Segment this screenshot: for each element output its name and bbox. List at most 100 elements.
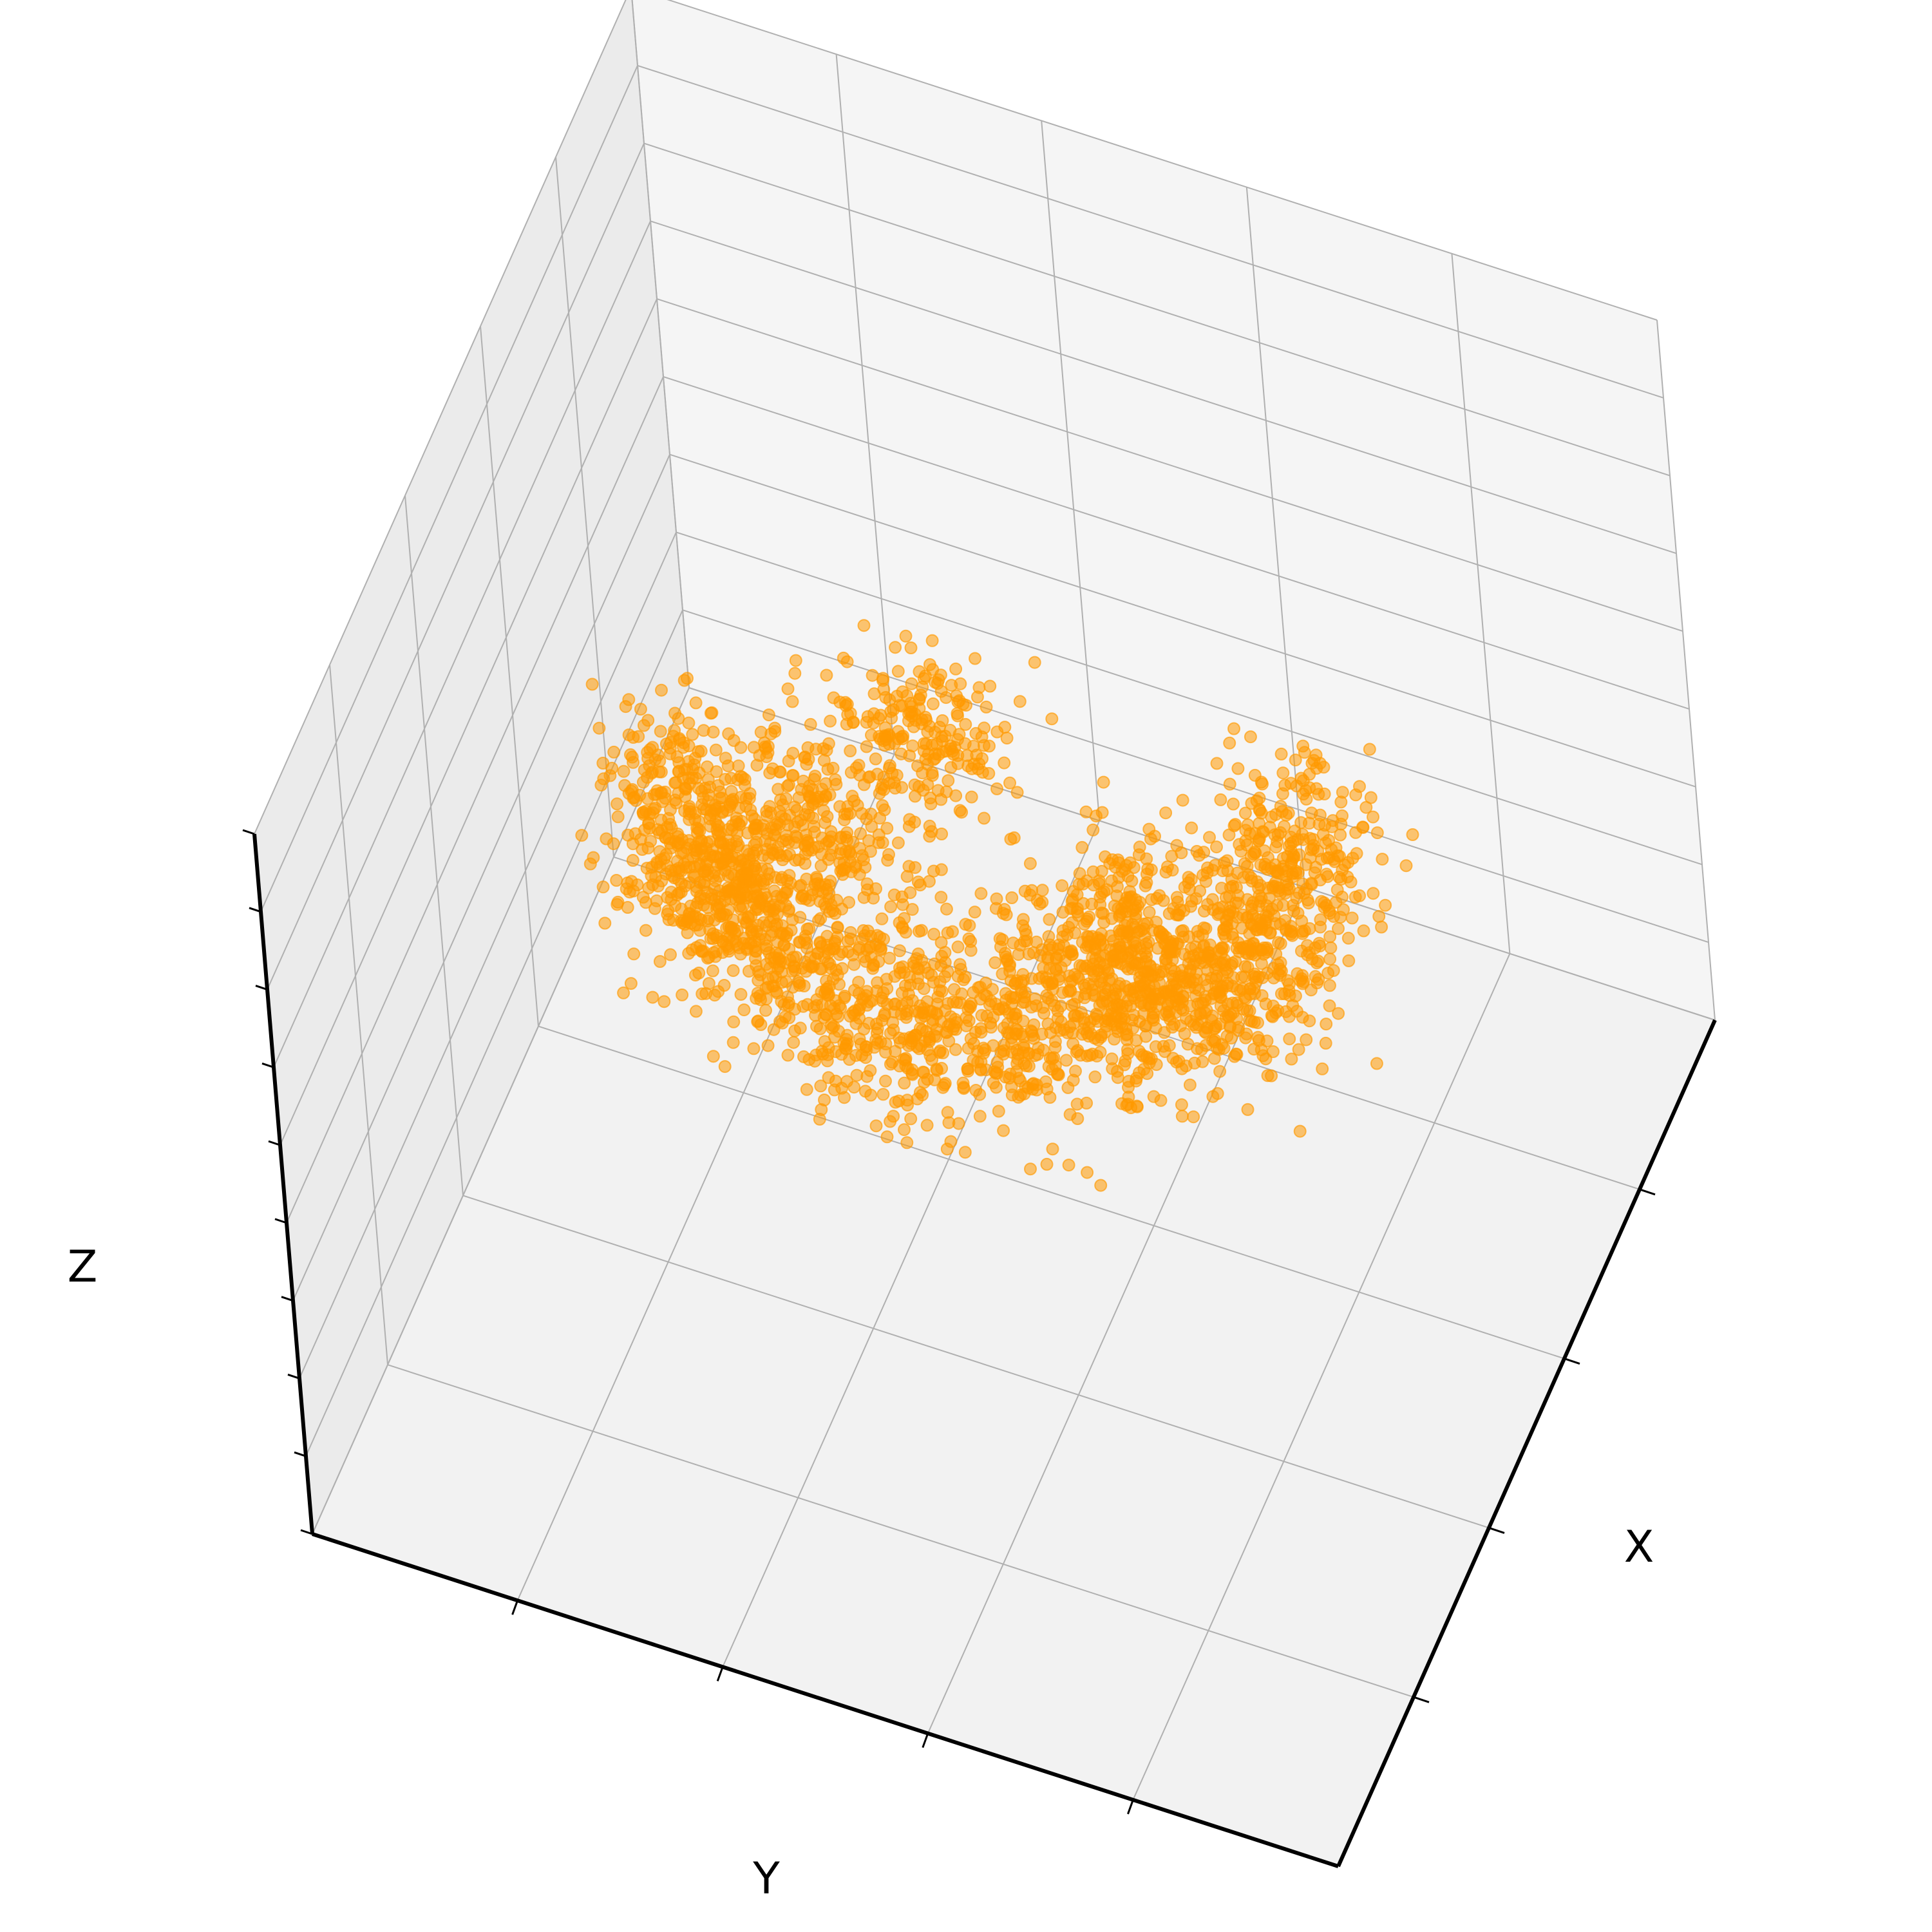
scatter-point — [731, 773, 744, 786]
scatter-point — [1256, 777, 1269, 791]
scatter-point — [1276, 862, 1289, 876]
scatter-point — [886, 1016, 900, 1029]
scatter-point — [1269, 840, 1283, 854]
scatter-point — [1309, 860, 1323, 874]
floor-grid-y — [387, 1364, 1414, 1698]
scatter-point — [684, 805, 697, 819]
scatter-point — [689, 1005, 703, 1018]
scatter-point — [1175, 963, 1189, 977]
scatter-point — [611, 797, 624, 811]
scatter-point — [1009, 1011, 1023, 1025]
scatter-point — [808, 1054, 822, 1068]
scatter-point — [1026, 1028, 1039, 1042]
scatter-point — [977, 739, 990, 752]
scatter-point — [705, 706, 719, 719]
scatter-point — [925, 634, 939, 647]
scatter-point — [659, 867, 672, 881]
scatter-point — [1193, 884, 1207, 898]
scatter-point — [1298, 924, 1311, 938]
scatter-point — [1301, 939, 1314, 952]
scatter-point — [973, 1110, 987, 1123]
scatter-point — [721, 881, 735, 895]
scatter-point — [972, 757, 986, 771]
scatter-point — [927, 753, 940, 766]
back-wall-grid-x — [835, 54, 895, 755]
scatter-point — [1289, 989, 1302, 1003]
scatter-point — [707, 806, 721, 820]
scatter-point — [902, 860, 916, 873]
scatter-point — [1122, 1075, 1135, 1088]
scatter-point — [892, 1094, 905, 1108]
scatter-point — [933, 984, 947, 998]
scatter-point — [745, 809, 759, 822]
scatter-point — [821, 762, 835, 776]
scatter-point — [1285, 856, 1298, 869]
y-tick — [1639, 1188, 1656, 1196]
back-wall-grid-z — [637, 64, 1664, 399]
scatter-point — [849, 860, 862, 874]
scatter-point — [622, 728, 636, 742]
scatter-point — [1153, 889, 1166, 902]
scatter-point — [1132, 980, 1145, 994]
scatter-point — [1238, 970, 1251, 983]
floor-grid-x — [722, 820, 1101, 1667]
scatter-point — [876, 1088, 890, 1101]
scatter-point — [1086, 1047, 1099, 1061]
scatter-point — [880, 1130, 894, 1144]
scatter-point — [876, 986, 890, 999]
scatter-point — [598, 916, 612, 930]
back-wall-grid-x — [1451, 253, 1511, 954]
scatter-point — [828, 1001, 841, 1015]
scatter-point — [735, 815, 748, 828]
scatter-point — [1320, 867, 1333, 881]
scatter-point — [1331, 849, 1345, 862]
scatter-point — [873, 811, 887, 825]
scatter-point — [1099, 981, 1112, 995]
scatter-point — [672, 712, 685, 725]
scatter-point — [1030, 893, 1044, 907]
scatter-point — [607, 745, 621, 759]
scatter-point — [959, 717, 972, 731]
back-wall-grid-x — [1245, 187, 1305, 887]
scatter-point — [706, 964, 719, 978]
scatter-point — [903, 749, 916, 762]
scatter-point — [1334, 828, 1347, 842]
scatter-point — [777, 998, 791, 1011]
scatter-point — [843, 1053, 856, 1066]
scatter-point — [1268, 828, 1282, 842]
scatter-point — [600, 832, 613, 846]
scatter-point — [1370, 826, 1384, 840]
scatter-point — [839, 830, 853, 844]
scatter-point — [658, 995, 671, 1009]
scatter-point — [670, 855, 684, 868]
axes-grid — [254, 0, 1716, 1867]
scatter-point — [1323, 979, 1336, 992]
scatter-point — [1003, 776, 1016, 790]
scatter-point — [719, 752, 732, 765]
scatter-point — [1341, 931, 1355, 945]
scatter-point — [880, 822, 894, 835]
scatter-point — [1043, 1091, 1057, 1104]
scatter-point — [900, 1007, 913, 1021]
scatter-point — [1289, 753, 1302, 767]
scatter-point — [1206, 864, 1220, 877]
scatter-point — [1124, 999, 1137, 1013]
scatter-point — [747, 1042, 761, 1056]
scatter-point — [997, 1047, 1010, 1061]
scatter-point — [1319, 1036, 1332, 1050]
scatter-point — [726, 964, 740, 978]
scatter-point — [1001, 954, 1014, 968]
scatter-point — [1106, 954, 1120, 967]
scatter-point — [1209, 958, 1223, 971]
scatter-point — [1229, 896, 1242, 909]
scatter-point — [1086, 823, 1100, 837]
scatter-point — [797, 1050, 810, 1063]
scatter-point — [1292, 866, 1305, 880]
scatter-point — [1213, 1065, 1227, 1078]
scatter-point — [889, 997, 902, 1010]
scatter-point — [951, 970, 965, 983]
scatter-point — [1090, 810, 1103, 823]
scatter-point — [1094, 1179, 1108, 1192]
scatter-point — [842, 896, 856, 909]
scatter-point — [884, 1115, 897, 1128]
